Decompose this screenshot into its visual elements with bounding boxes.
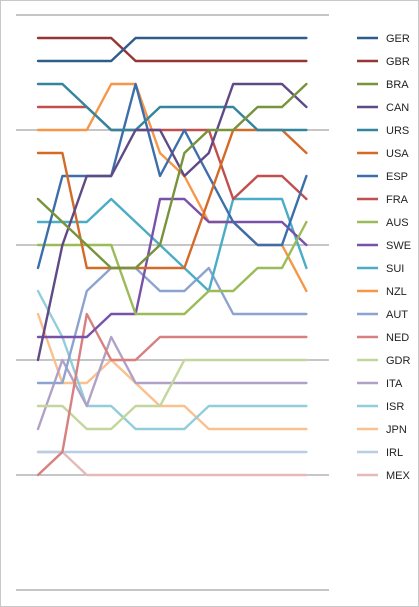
series-line-jpn: [36, 312, 308, 431]
legend-label: AUT: [386, 309, 408, 321]
series-line-can: [36, 82, 308, 362]
legend-label: NED: [386, 332, 409, 344]
series-line-nzl: [36, 82, 308, 293]
legend-label: ITA: [386, 378, 403, 390]
series-line-aut: [36, 266, 308, 385]
legend-label: NZL: [386, 286, 407, 298]
legend-item-mex: MEX: [357, 470, 411, 482]
series-line-isr: [36, 289, 308, 431]
legend-label: SUI: [386, 263, 404, 275]
legend-item-ger: GER: [357, 33, 410, 45]
legend-item-aut: AUT: [357, 309, 408, 321]
legend-label: AUS: [386, 217, 409, 229]
series-line-fra: [36, 105, 308, 201]
legend-item-bra: BRA: [357, 79, 409, 91]
series-line-ger: [36, 36, 308, 63]
legend-label: GDR: [386, 355, 411, 367]
series-lines: [36, 36, 308, 477]
legend-item-jpn: JPN: [357, 424, 407, 436]
legend-label: ISR: [386, 401, 404, 413]
legend-label: CAN: [386, 102, 409, 114]
legend-item-nzl: NZL: [357, 286, 407, 298]
series-line-gdr: [36, 358, 308, 431]
legend: GER GBR BRA CAN URS USA ESP FRA AUS SWE SUI NZL AUT N…: [357, 33, 411, 482]
legend-item-ita: ITA: [357, 378, 403, 390]
legend-item-isr: ISR: [357, 401, 404, 413]
legend-label: MEX: [386, 470, 411, 482]
legend-label: SWE: [386, 240, 411, 252]
legend-label: FRA: [386, 194, 409, 206]
legend-item-fra: FRA: [357, 194, 409, 206]
legend-label: GER: [386, 33, 410, 45]
series-line-sui: [36, 197, 308, 293]
legend-item-gdr: GDR: [357, 355, 411, 367]
legend-item-ned: NED: [357, 332, 409, 344]
legend-item-can: CAN: [357, 102, 409, 114]
legend-label: ESP: [386, 171, 408, 183]
legend-item-urs: URS: [357, 125, 409, 137]
legend-item-esp: ESP: [357, 171, 408, 183]
legend-label: USA: [386, 148, 409, 160]
legend-item-aus: AUS: [357, 217, 409, 229]
series-line-gbr: [36, 36, 308, 63]
legend-item-gbr: GBR: [357, 56, 410, 68]
legend-item-swe: SWE: [357, 240, 411, 252]
legend-label: GBR: [386, 56, 410, 68]
gridlines: [16, 14, 329, 591]
legend-item-irl: IRL: [357, 447, 403, 459]
legend-label: BRA: [386, 79, 409, 91]
series-line-mex: [36, 450, 308, 477]
legend-item-sui: SUI: [357, 263, 404, 275]
legend-label: IRL: [386, 447, 403, 459]
legend-label: JPN: [386, 424, 407, 436]
legend-label: URS: [386, 125, 409, 137]
legend-item-usa: USA: [357, 148, 409, 160]
series-line-urs: [36, 82, 308, 132]
series-line-bra: [36, 82, 308, 270]
